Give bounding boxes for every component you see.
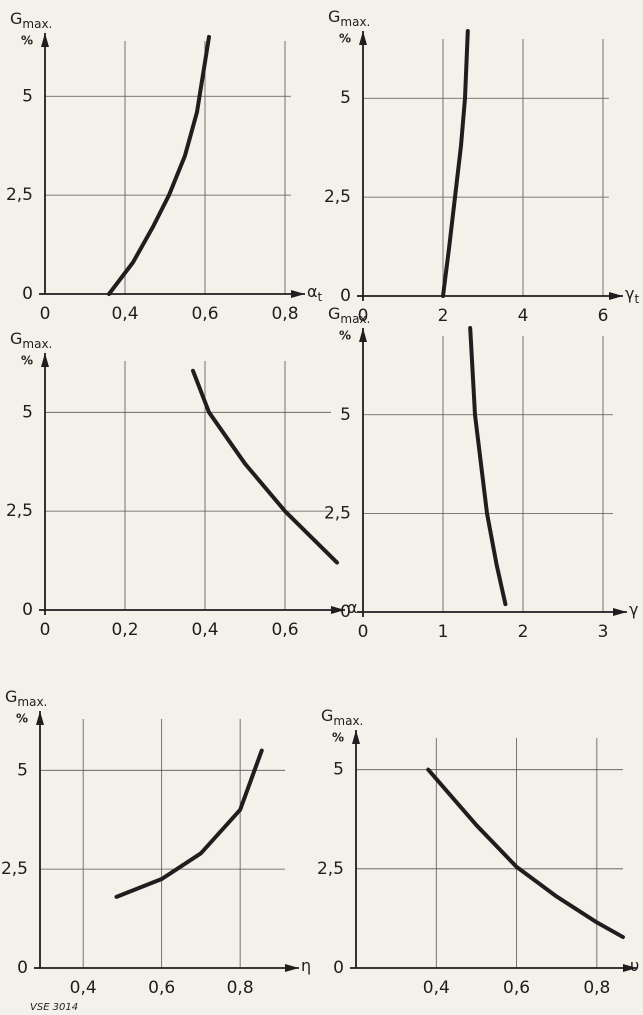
x-origin-label: 0 (40, 304, 51, 324)
y-tick-label: 0 (22, 600, 33, 620)
footer: VSE 3014 (30, 1002, 78, 1013)
x-arrow (291, 290, 305, 298)
y-arrow (41, 353, 49, 367)
x-arrow (623, 964, 637, 972)
curve (114, 748, 264, 899)
y-label-symbol: G (5, 687, 17, 706)
curve (426, 767, 625, 940)
x-label: γt (625, 284, 639, 306)
x-label: υ (630, 956, 639, 975)
y-label-subscript: max. (17, 695, 47, 709)
y-tick-label: 0 (333, 958, 344, 978)
y-label: Gmax. (321, 706, 363, 728)
y-label-symbol: G (328, 7, 340, 26)
x-tick-label: 0,6 (148, 978, 175, 998)
x-label-symbol: γ (629, 600, 638, 619)
y-tick-label: 5 (333, 760, 344, 780)
x-tick-label: 4 (518, 306, 529, 326)
x-tick-label: 0,6 (191, 304, 218, 324)
y-unit: % (332, 731, 344, 745)
y-tick-label: 5 (22, 402, 33, 422)
y-label: Gmax. (328, 304, 370, 326)
curve (441, 29, 470, 298)
x-label-symbol: υ (630, 956, 639, 975)
y-label-symbol: G (328, 304, 340, 323)
y-arrow (359, 328, 367, 342)
x-tick-label: 0,4 (70, 978, 97, 998)
x-arrow (609, 292, 623, 300)
y-tick-label: 0 (340, 602, 351, 622)
y-unit: % (21, 34, 33, 48)
x-tick-label: 1 (438, 622, 449, 642)
y-tick-label: 5 (17, 760, 28, 780)
y-unit: % (339, 32, 351, 46)
y-tick-label: 2,5 (324, 187, 351, 207)
y-unit: % (339, 329, 351, 343)
x-tick-label: 2 (438, 306, 449, 326)
x-label-symbol: γ (625, 284, 634, 303)
x-tick-label: 0,8 (583, 978, 610, 998)
y-label: Gmax. (10, 9, 52, 31)
x-label: α (347, 598, 358, 617)
x-tick-label: 3 (598, 622, 609, 642)
y-label-subscript: max. (22, 17, 52, 31)
x-tick-label: 0 (358, 306, 369, 326)
x-arrow (613, 608, 627, 616)
x-label-symbol: η (301, 956, 311, 975)
y-tick-label: 2,5 (324, 503, 351, 523)
y-tick-label: 0 (340, 286, 351, 306)
curve (468, 326, 508, 607)
x-tick-label: 0,8 (227, 978, 254, 998)
x-label-symbol: α (307, 282, 318, 301)
y-unit: % (16, 712, 28, 726)
x-tick-label: 6 (598, 306, 609, 326)
y-tick-label: 2,5 (317, 859, 344, 879)
y-arrow (359, 31, 367, 45)
y-label-symbol: G (10, 329, 22, 348)
x-tick-label: 0,4 (191, 620, 218, 640)
x-tick-label: 0,6 (271, 620, 298, 640)
y-label: Gmax. (5, 687, 47, 709)
y-label-subscript: max. (340, 312, 370, 326)
x-arrow (285, 964, 299, 972)
y-tick-label: 0 (17, 958, 28, 978)
y-tick-label: 2,5 (1, 859, 28, 879)
y-arrow (41, 33, 49, 47)
y-tick-label: 2,5 (6, 185, 33, 205)
x-tick-label: 0 (40, 620, 51, 640)
x-tick-label: 2 (518, 622, 529, 642)
x-label: γ (629, 600, 638, 619)
x-label-subscript: t (318, 290, 323, 304)
x-label: αt (307, 282, 323, 304)
y-label-subscript: max. (333, 714, 363, 728)
x-label: η (301, 956, 311, 975)
curve (191, 368, 339, 565)
x-label-subscript: t (634, 292, 639, 306)
y-label-symbol: G (321, 706, 333, 725)
x-tick-label: 0,4 (111, 304, 138, 324)
y-tick-label: 5 (22, 86, 33, 106)
y-label-symbol: G (10, 9, 22, 28)
x-tick-label: 0 (358, 622, 369, 642)
y-arrow (352, 730, 360, 744)
x-tick-label: 0,4 (423, 978, 450, 998)
x-tick-label: 0,2 (111, 620, 138, 640)
y-tick-label: 5 (340, 405, 351, 425)
y-label: Gmax. (10, 329, 52, 351)
x-arrow (331, 606, 345, 614)
x-tick-label: 0,8 (271, 304, 298, 324)
y-unit: % (21, 354, 33, 368)
y-label-subscript: max. (340, 15, 370, 29)
x-tick-label: 0,6 (503, 978, 530, 998)
y-label: Gmax. (328, 7, 370, 29)
y-tick-label: 0 (22, 284, 33, 304)
y-label-subscript: max. (22, 337, 52, 351)
y-tick-label: 5 (340, 88, 351, 108)
y-arrow (36, 711, 44, 725)
x-label-symbol: α (347, 598, 358, 617)
curve (107, 34, 211, 296)
y-tick-label: 2,5 (6, 501, 33, 521)
